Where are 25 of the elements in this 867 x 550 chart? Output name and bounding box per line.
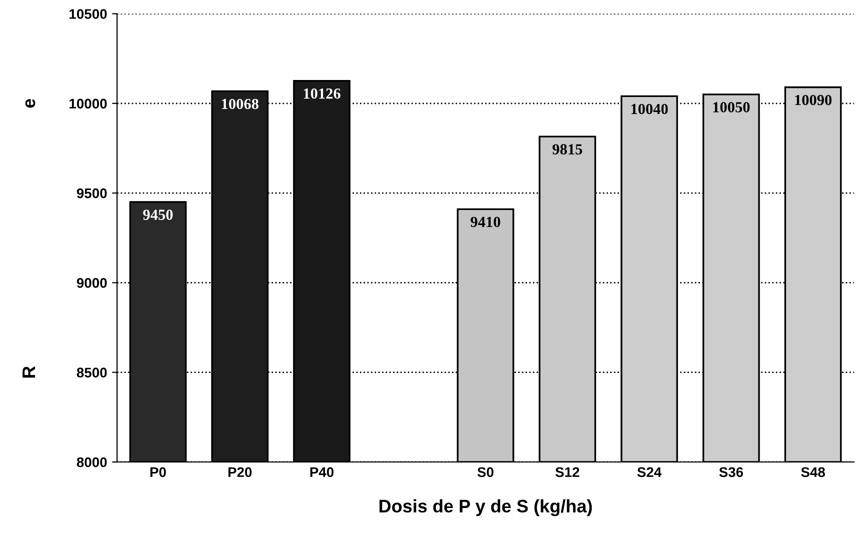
data-label: 10050: [713, 102, 750, 112]
data-label: 9815: [552, 144, 582, 154]
y-tick-label: 9500: [76, 188, 107, 198]
x-tick-label: S36: [719, 467, 744, 478]
x-tick-label: P40: [310, 467, 334, 478]
x-tick-label: S0: [477, 467, 494, 478]
text: e: [25, 98, 36, 108]
data-label: 10090: [795, 94, 832, 106]
y-tick-label: 10000: [70, 98, 107, 109]
data-label: 9410: [470, 216, 500, 228]
x-axis-title: Dosis de P y de S (kg/ha): [380, 499, 592, 516]
y-tick-label: 10500: [70, 9, 107, 19]
x-tick-label: S24: [637, 467, 662, 478]
data-label: 9450: [143, 210, 173, 220]
y-tick-label: 8500: [76, 368, 107, 378]
data-label: 10068: [222, 98, 258, 110]
text: R: [22, 366, 36, 378]
y-tick-label: 9000: [76, 278, 107, 288]
y-tick-label: 8000: [76, 457, 107, 468]
x-tick-label: S48: [801, 467, 825, 478]
x-tick-label: P0: [150, 467, 166, 478]
data-label: 10126: [304, 88, 340, 99]
data-label: 10040: [631, 104, 668, 114]
x-tick-label: S12: [555, 467, 580, 478]
x-tick-label: P20: [228, 467, 252, 478]
